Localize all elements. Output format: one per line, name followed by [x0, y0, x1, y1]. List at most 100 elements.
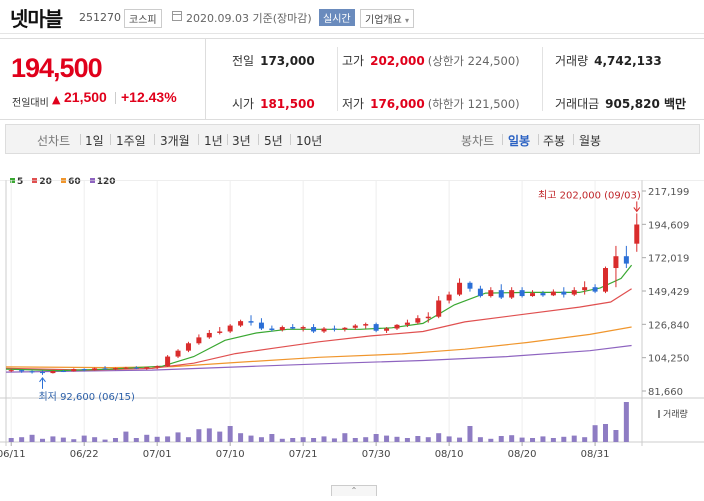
volume-bar — [571, 435, 577, 442]
candle-body — [196, 337, 202, 344]
tab-period-5y[interactable]: 5년 — [264, 134, 283, 148]
tab-candle-daily[interactable]: 일봉 — [508, 134, 531, 148]
volume-bar — [39, 438, 45, 442]
candle-body — [290, 327, 296, 329]
volume-bar — [227, 426, 233, 442]
candle-body — [634, 224, 640, 244]
divider — [542, 47, 543, 111]
candle-body — [206, 332, 212, 338]
volume-bar — [311, 438, 317, 442]
volume-bar — [154, 436, 160, 442]
candle-body — [404, 322, 410, 325]
divider — [258, 134, 259, 145]
tab-period-3m[interactable]: 3개월 — [160, 134, 190, 148]
volume-bar — [498, 436, 504, 442]
candle-body — [613, 256, 619, 269]
chevron-down-icon: ▾ — [405, 16, 410, 25]
max-marker-arrowhead — [633, 207, 641, 213]
x-tick-label: 07/01 — [143, 449, 172, 460]
change-label: 전일대비 — [12, 98, 49, 109]
candlestick-chart: 217,199 194,609 172,019 149,429 126,840 104,2… — [0, 180, 704, 460]
candle-body — [248, 321, 254, 323]
candle-body — [363, 324, 369, 326]
x-tick-label: 08/20 — [508, 449, 537, 460]
volume-bar — [342, 433, 348, 442]
volume-bar — [540, 436, 546, 442]
price-box: 194,500 전일대비 ▲ 21,500 +12.43% — [0, 39, 206, 119]
volume-bar — [185, 437, 191, 442]
tab-period-1w[interactable]: 1주일 — [116, 134, 146, 148]
candle-body — [71, 369, 77, 372]
x-tick-label: 07/30 — [362, 449, 391, 460]
volume-bar — [613, 430, 619, 442]
legend-label: 60 — [68, 177, 81, 187]
tab-candle-chart[interactable]: 봉차트 — [461, 134, 495, 148]
volume-bar — [488, 438, 494, 442]
volume-bar — [102, 439, 108, 442]
y-tick-label: 217,199 — [648, 187, 689, 198]
stock-code: 251270 — [79, 11, 121, 24]
candle-body — [279, 327, 285, 330]
candle-body — [300, 327, 306, 329]
upper-limit: (상한가 224,500) — [427, 54, 520, 68]
collapse-button[interactable]: ⌃ — [331, 485, 377, 496]
volume-bar — [290, 438, 296, 442]
lower-limit: (하한가 121,500) — [427, 97, 520, 111]
volume-bar — [425, 437, 431, 442]
candle-body — [519, 290, 525, 297]
open-label: 시가 — [232, 97, 255, 111]
volume-bar — [196, 429, 202, 442]
company-info-label: 기업개요 — [365, 15, 402, 26]
volume-bar — [352, 438, 358, 442]
prev-value: 173,000 — [260, 54, 315, 68]
volume-bar — [603, 424, 609, 442]
x-tick-label: 08/10 — [435, 449, 464, 460]
high-price: 고가 202,000 (상한가 224,500) — [342, 52, 520, 69]
candle-body — [425, 316, 431, 319]
divider — [80, 134, 81, 145]
volume-bar — [436, 433, 442, 442]
high-label: 고가 — [342, 54, 365, 68]
volume-bar — [19, 437, 25, 442]
chart-tabs: 선차트 1일 1주일 3개월 1년 3년 5년 10년 봉차트 일봉 주봉 월봉 — [5, 124, 700, 154]
volume-bar — [50, 436, 56, 442]
volume: 거래량 4,742,133 — [555, 52, 662, 69]
realtime-button[interactable]: 실시간 — [319, 9, 355, 26]
candle-body — [50, 371, 56, 374]
volume-bar — [165, 436, 171, 442]
candle-body — [321, 328, 327, 332]
volume-bar — [238, 433, 244, 442]
volume-bar — [269, 434, 275, 442]
candle-body — [8, 370, 14, 372]
tab-candle-weekly[interactable]: 주봉 — [543, 134, 566, 148]
volume-bar — [363, 437, 369, 442]
volume-bar — [477, 437, 483, 442]
date-text: 2020.09.03 기준(장마감) — [186, 12, 312, 25]
volume-bar — [404, 438, 410, 442]
divider — [154, 134, 155, 145]
company-info-dropdown[interactable]: 기업개요 ▾ — [360, 9, 415, 28]
candle-body — [394, 324, 400, 329]
ma5-line — [5, 264, 633, 372]
volume-bar — [415, 436, 421, 442]
tab-period-10y[interactable]: 10년 — [296, 134, 323, 148]
volume-bar — [467, 426, 473, 442]
tab-period-1d[interactable]: 1일 — [85, 134, 104, 148]
tab-period-3y[interactable]: 3년 — [232, 134, 251, 148]
volume-bar — [550, 438, 556, 442]
candle-body — [509, 290, 515, 298]
volume-bar — [331, 438, 337, 442]
candle-body — [144, 367, 150, 369]
candle-body — [415, 318, 421, 323]
candle-body — [154, 366, 160, 368]
tab-line-chart[interactable]: 선차트 — [37, 134, 71, 148]
ma20-line — [5, 288, 632, 371]
volume-bar — [206, 428, 212, 442]
candle-body — [81, 369, 87, 371]
market-badge: 코스피 — [124, 9, 162, 28]
tab-period-1y[interactable]: 1년 — [204, 134, 223, 148]
candle-body — [258, 322, 264, 329]
volume-bar — [258, 437, 264, 442]
volume-bar — [582, 437, 588, 442]
tab-candle-monthly[interactable]: 월봉 — [579, 134, 602, 148]
